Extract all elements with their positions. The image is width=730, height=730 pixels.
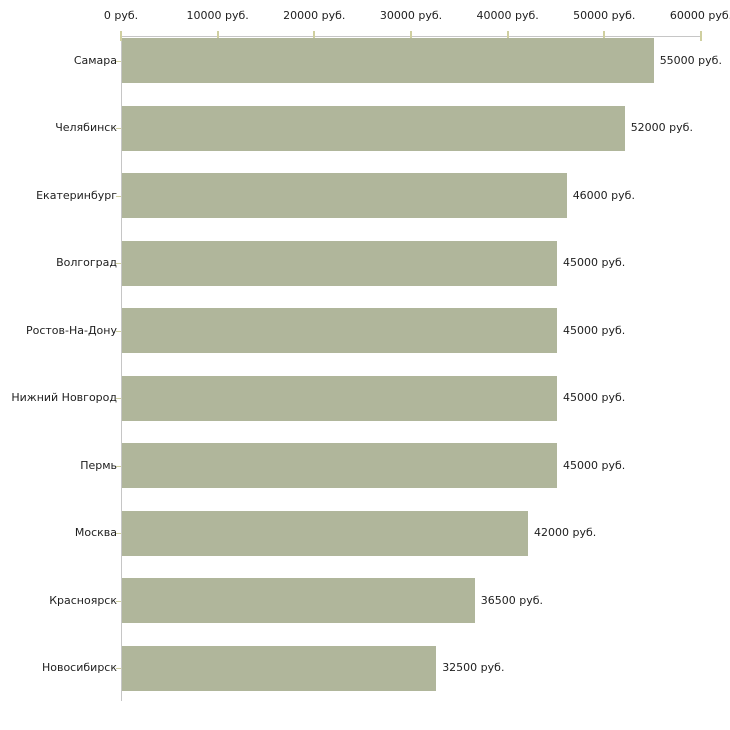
value-label: 42000 руб. [534,526,597,539]
bar [122,105,625,151]
x-tick-mark [120,31,122,41]
x-tick-label: 30000 руб. [379,9,443,22]
x-tick-label: 40000 руб. [476,9,539,22]
category-tick-mark [116,263,121,264]
category-tick-mark [116,330,121,332]
value-label: 45000 руб. [563,256,626,269]
category-tick-mark [116,195,121,197]
bar [122,240,557,286]
value-label: 55000 руб. [659,53,722,67]
bar [122,510,528,556]
x-tick-mark [506,31,509,41]
bar [122,578,475,623]
value-label: 45000 руб. [563,458,626,472]
category-tick-mark [116,398,121,399]
y-axis-line [121,36,122,701]
category-tick-mark [116,60,121,62]
category-tick-mark [116,600,121,602]
category-tick-mark [116,668,121,669]
category-label: Самара [73,53,117,67]
x-tick-mark [313,31,316,41]
value-label: 32500 руб. [442,661,505,674]
category-label: Ростов-На-Дону [25,323,117,337]
x-tick-label: 60000 руб. [669,9,730,22]
category-label: Волгоград [56,256,117,269]
x-tick-mark [700,31,702,41]
x-tick-label: 20000 руб. [283,9,346,22]
category-label: Новосибирск [41,661,117,674]
category-label: Пермь [80,458,117,472]
value-label: 46000 руб. [572,188,635,202]
x-tick-label: 0 руб. [103,9,139,22]
category-tick-mark [116,465,121,467]
value-label: 45000 руб. [563,323,626,337]
category-label: Челябинск [55,121,117,134]
x-tick-mark [603,31,606,41]
value-label: 52000 руб. [630,121,693,134]
bar [122,308,557,353]
category-label: Нижний Новгород [11,391,117,404]
category-tick-mark [116,128,121,129]
x-tick-mark [410,31,412,41]
x-tick-mark [216,31,219,41]
value-label: 45000 руб. [563,391,626,404]
bar [122,38,654,83]
x-tick-label: 50000 руб. [573,9,636,22]
category-label: Москва [74,526,117,539]
category-tick-mark [116,533,121,534]
value-label: 36500 руб. [480,593,544,607]
bar [122,645,437,691]
bar [122,375,557,421]
x-tick-label: 10000 руб. [186,9,249,22]
category-label: Екатеринбург [36,188,117,202]
category-label: Красноярск [49,593,117,607]
bar [122,443,557,488]
bar [122,173,567,218]
